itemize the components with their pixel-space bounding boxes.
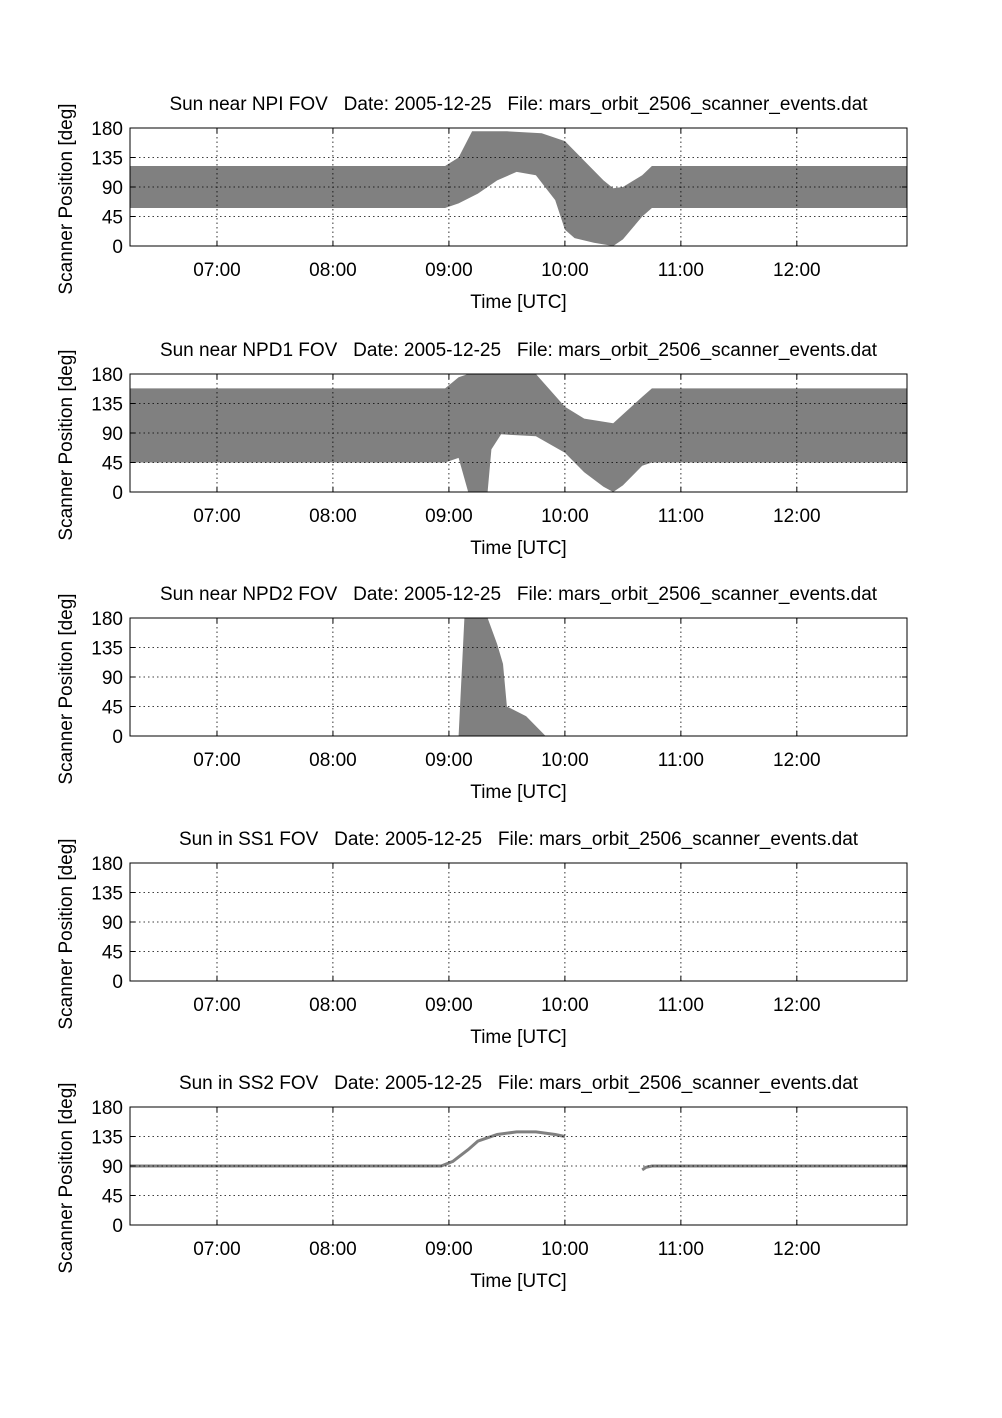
x-tick-label: 11:00 [658, 1239, 704, 1260]
x-axis-label: Time [UTC] [470, 1271, 566, 1292]
chart-title: Sun near NPD2 FOV Date: 2005-12-25 File:… [160, 584, 878, 605]
x-axis-label: Time [UTC] [470, 782, 566, 803]
x-tick-label: 11:00 [658, 995, 704, 1016]
y-tick-label: 180 [91, 1098, 123, 1119]
y-tick-label: 45 [102, 454, 123, 475]
y-tick-label: 135 [91, 395, 123, 416]
x-tick-label: 08:00 [309, 260, 357, 281]
y-axis-label: Scanner Position [deg] [56, 349, 77, 540]
y-tick-label: 45 [102, 698, 123, 719]
x-axis-label: Time [UTC] [470, 1027, 566, 1048]
y-tick-label: 0 [112, 1216, 123, 1237]
chart-title: Sun in SS1 FOV Date: 2005-12-25 File: ma… [179, 829, 859, 850]
y-tick-label: 135 [91, 149, 123, 170]
x-tick-label: 08:00 [309, 1239, 357, 1260]
x-tick-label: 08:00 [309, 995, 357, 1016]
chart-title: Sun near NPD1 FOV Date: 2005-12-25 File:… [160, 340, 878, 361]
x-tick-label: 12:00 [773, 1239, 821, 1260]
x-tick-label: 10:00 [541, 260, 589, 281]
chart-title: Sun in SS2 FOV Date: 2005-12-25 File: ma… [179, 1073, 859, 1094]
y-axis-label: Scanner Position [deg] [56, 593, 77, 784]
y-tick-label: 90 [102, 178, 123, 199]
y-tick-label: 90 [102, 1157, 123, 1178]
x-tick-label: 11:00 [658, 260, 704, 281]
y-tick-label: 180 [91, 854, 123, 875]
x-tick-label: 11:00 [658, 506, 704, 527]
y-axis-label: Scanner Position [deg] [56, 1082, 77, 1273]
x-tick-label: 12:00 [773, 995, 821, 1016]
y-tick-label: 90 [102, 913, 123, 934]
x-tick-label: 07:00 [193, 506, 241, 527]
x-tick-label: 07:00 [193, 750, 241, 771]
chart-title: Sun near NPI FOV Date: 2005-12-25 File: … [169, 94, 868, 115]
x-tick-label: 07:00 [193, 995, 241, 1016]
x-tick-label: 12:00 [773, 750, 821, 771]
y-tick-label: 45 [102, 1187, 123, 1208]
y-tick-label: 180 [91, 365, 123, 386]
x-tick-label: 10:00 [541, 750, 589, 771]
x-tick-label: 12:00 [773, 260, 821, 281]
panel-2: 07:00 08:00 09:00 10:00 11:00 12:00 0 45 90 135 18… [56, 340, 908, 559]
panel-3: 07:00 08:00 09:00 10:00 11:00 12:00 0 45 90 135 18… [56, 584, 908, 803]
y-tick-label: 135 [91, 639, 123, 660]
x-tick-label: 09:00 [425, 506, 473, 527]
x-tick-label: 10:00 [541, 995, 589, 1016]
x-tick-label: 09:00 [425, 750, 473, 771]
x-tick-label: 08:00 [309, 506, 357, 527]
x-tick-label: 07:00 [193, 260, 241, 281]
y-tick-label: 0 [112, 727, 123, 748]
x-axis-label: Time [UTC] [470, 538, 566, 559]
x-tick-label: 10:00 [541, 506, 589, 527]
panel-1: 07:00 08:00 09:00 10:00 11:00 12:00 0 45 90 135 18… [56, 94, 908, 313]
y-tick-label: 0 [112, 972, 123, 993]
fov-region-1 [130, 131, 907, 246]
y-tick-label: 180 [91, 609, 123, 630]
x-tick-label: 10:00 [541, 1239, 589, 1260]
y-tick-label: 45 [102, 943, 123, 964]
x-tick-label: 07:00 [193, 1239, 241, 1260]
y-tick-label: 45 [102, 208, 123, 229]
y-tick-label: 135 [91, 884, 123, 905]
panel-4: 07:00 08:00 09:00 10:00 11:00 12:00 0 45 90 135 18… [56, 829, 908, 1048]
y-tick-label: 0 [112, 237, 123, 258]
y-tick-label: 90 [102, 668, 123, 689]
y-tick-label: 90 [102, 424, 123, 445]
y-axis-label: Scanner Position [deg] [56, 838, 77, 1029]
sun-track-line-2 [641, 1164, 907, 1172]
x-tick-label: 08:00 [309, 750, 357, 771]
x-tick-label: 11:00 [658, 750, 704, 771]
x-tick-label: 09:00 [425, 1239, 473, 1260]
panel-5: 07:00 08:00 09:00 10:00 11:00 12:00 0 45 90 135 18… [56, 1073, 908, 1292]
x-tick-label: 12:00 [773, 506, 821, 527]
x-axis-label: Time [UTC] [470, 292, 566, 313]
y-tick-label: 180 [91, 119, 123, 140]
fov-region-1 [458, 618, 546, 736]
sun-track-line-1 [130, 1130, 566, 1168]
x-tick-label: 09:00 [425, 260, 473, 281]
y-tick-label: 0 [112, 483, 123, 504]
x-tick-label: 09:00 [425, 995, 473, 1016]
y-tick-label: 135 [91, 1128, 123, 1149]
y-axis-label: Scanner Position [deg] [56, 103, 77, 294]
